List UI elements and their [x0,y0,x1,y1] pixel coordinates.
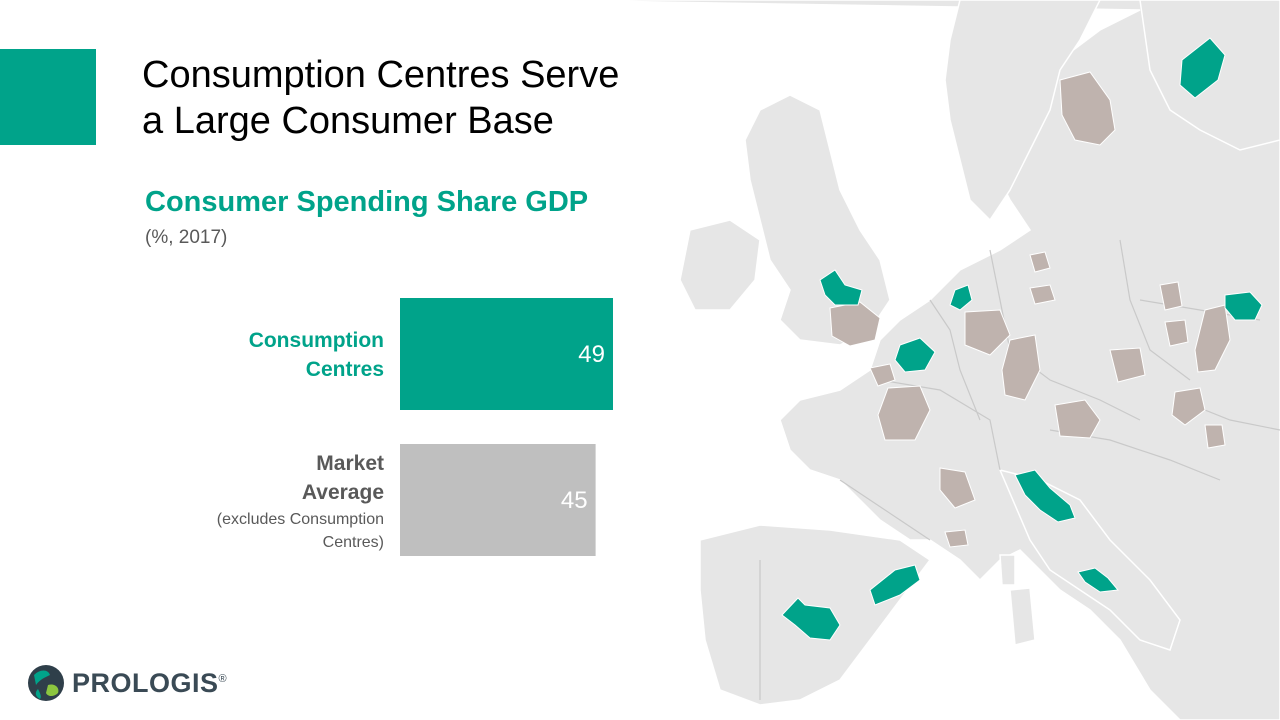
land-italy [998,468,1181,651]
slide-title-line-2: a Large Consumer Base [142,100,554,142]
land-scandinavia [944,0,1101,222]
land-ireland [679,219,761,311]
land-sardinia [1009,587,1036,646]
prologis-logo: PROLOGIS® [26,663,246,703]
country-borders [759,239,1280,700]
bar-value-label-1: 45 [561,487,588,514]
bar-chart: 49 Consumption Centres 45 Market Average (excl… [217,298,613,556]
logo-text-logis: LOGIS [132,668,219,698]
market-regions [829,71,1231,548]
category-label-1-line-1: Average [302,481,384,504]
land-corsica [999,554,1016,586]
logo-text-pro: PRO [72,668,133,698]
consumption-centres [781,37,1263,641]
chart-subtitle: (%, 2017) [145,227,228,248]
category-note-1-line-1: Centres) [323,534,384,551]
bar-1 [400,444,596,556]
category-label-0-line-1: Centres [306,358,384,381]
accent-block [0,49,96,145]
prologis-globe-icon [28,665,64,701]
category-label-1-line-0: Market [316,452,384,475]
bar-value-label-0: 49 [578,341,605,368]
logo-text: PROLOGIS® [72,668,227,699]
slide-title: Consumption Centres Serve a Large Consum… [142,52,702,144]
logo-registered-mark: ® [218,673,228,685]
category-note-1-line-0: (excludes Consumption [217,511,384,528]
slide-title-line-1: Consumption Centres Serve [142,54,620,96]
bar-0 [400,298,613,410]
chart-title: Consumer Spending Share GDP [145,186,589,218]
category-label-0-line-0: Consumption [249,329,384,352]
land-great-britain [744,94,891,346]
